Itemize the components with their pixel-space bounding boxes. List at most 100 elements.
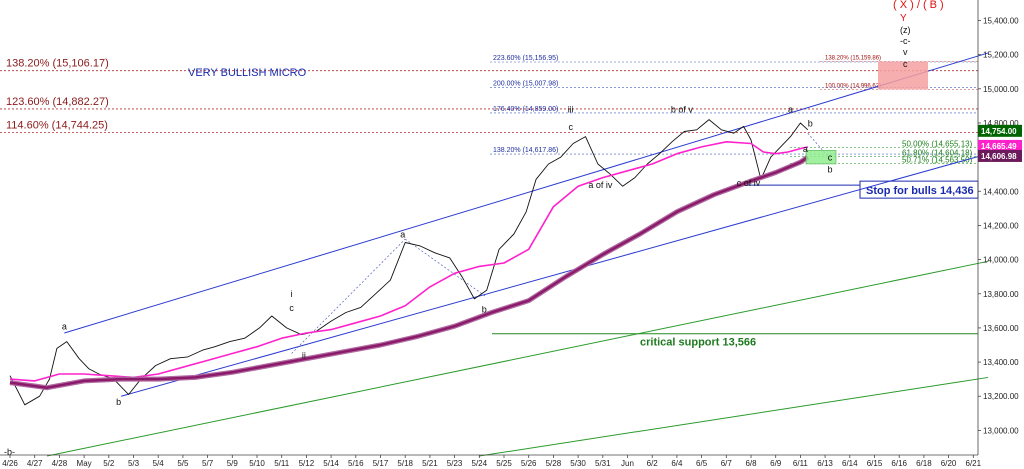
- channel-lower-line: [121, 153, 989, 397]
- x-tick-label: 6/9: [770, 459, 782, 468]
- x-tick-label: 5/3: [128, 459, 140, 468]
- wave-label: b of v: [671, 105, 694, 115]
- wave-label: a: [62, 322, 67, 332]
- green-fib-label: 50.71% (14,563.50): [902, 155, 973, 164]
- y-tick-label: 15,200.00: [983, 51, 1019, 60]
- x-tick-label: 5/5: [177, 459, 189, 468]
- green-trend-line: [46, 260, 989, 457]
- wave-label: a of iv: [588, 180, 613, 190]
- b-minus-label: -b-: [4, 447, 15, 457]
- x-tick-label: 4/28: [52, 459, 68, 468]
- x-tick-label: 6/20: [941, 459, 957, 468]
- wave-label: c: [568, 122, 573, 132]
- blue-fib-label: 200.00% (15,007.98): [493, 80, 558, 87]
- x-tick-label: 6/18: [916, 459, 932, 468]
- wave-labels: VERY BULLISH MICRO( X ) / ( B )Y(z)-c-vc…: [4, 0, 944, 457]
- x-tick-label: 5/16: [348, 459, 364, 468]
- ma-long-line: [9, 156, 809, 389]
- green-fib-label: 61.80% (14,604.18): [902, 148, 973, 157]
- x-tick-label: 6/15: [867, 459, 883, 468]
- y-tick-label: 15,000.00: [983, 85, 1019, 94]
- x-tick-label: 6/16: [891, 459, 907, 468]
- wave-label: a: [400, 229, 405, 239]
- channel-upper-line: [64, 52, 989, 334]
- x-tick-label: 6/2: [647, 459, 659, 468]
- x-tick-label: 5/28: [546, 459, 562, 468]
- x-tick-label: May: [77, 459, 92, 468]
- y-tick-label: 13,200.00: [983, 392, 1019, 401]
- red-target-zone: [878, 61, 928, 90]
- x-tick-label: 6/13: [817, 459, 833, 468]
- x-tick-label: 5/24: [472, 459, 488, 468]
- price-tag-box: [978, 124, 1022, 137]
- x-tick-label: 5/26: [521, 459, 537, 468]
- x-tick-label: 5/11: [274, 459, 290, 468]
- wave-label: b: [116, 397, 121, 407]
- target-zones: [805, 61, 928, 165]
- x-tick-label: 5/10: [249, 459, 265, 468]
- x-tick-label: 5/31: [595, 459, 611, 468]
- x-tick-label: 4/27: [27, 459, 43, 468]
- x-tick-label: 5/12: [299, 459, 315, 468]
- x-tick-label: 5/30: [570, 459, 586, 468]
- y-tick-label: 13,000.00: [983, 426, 1019, 435]
- wave-label: i: [291, 289, 293, 299]
- y-tick-label: 14,400.00: [983, 187, 1019, 196]
- wave-label: c: [289, 303, 294, 313]
- x-tick-label: 6/21: [966, 459, 982, 468]
- x-tick-label: 5/23: [447, 459, 463, 468]
- wave-label: b: [482, 305, 487, 315]
- blue-fib-label: 223.60% (15,156.95): [493, 55, 558, 62]
- red-fib-label: 138.20% (15,159.86): [825, 56, 881, 62]
- price-tag-label: 14,754.00: [981, 127, 1017, 136]
- ma-short-line: [9, 141, 808, 382]
- x-tick-label: 5/17: [373, 459, 389, 468]
- green-trend-line-2: [479, 376, 989, 457]
- v-label: v: [903, 47, 908, 57]
- blue-fib-label: 176.40% (14,859.00): [493, 106, 558, 113]
- x-tick-label: 5/25: [496, 459, 512, 468]
- critical-support-label: critical support 13,566: [640, 337, 756, 349]
- stop-label: Stop for bulls 14,436: [866, 185, 974, 197]
- green-fib-label: 50.00% (14,655.13): [902, 140, 973, 149]
- wave-label: c of iv: [737, 178, 761, 188]
- wave-label: a: [803, 144, 808, 154]
- ma-long-outline: [9, 155, 810, 391]
- y-tick-label: 13,800.00: [983, 290, 1019, 299]
- red-level-label: 138.20% (15,106.17): [6, 58, 109, 70]
- wave-connector: [404, 238, 487, 298]
- x-tick-label: 5/7: [202, 459, 214, 468]
- x-tick-label: 5/14: [323, 459, 339, 468]
- wave-label: a: [788, 105, 793, 115]
- x-tick-label: 6/8: [745, 459, 757, 468]
- c-bracket-label: -c-: [900, 36, 911, 46]
- x-tick-label: 6/7: [721, 459, 733, 468]
- x-tick-label: 5/4: [153, 459, 165, 468]
- x-tick-label: 6/5: [696, 459, 708, 468]
- xb-label: ( X ) / ( B ): [893, 0, 944, 11]
- x-tick-label: 6/11: [793, 459, 809, 468]
- blue-fib-label: 138.20% (14,617.86): [493, 147, 558, 154]
- y-tick-label: 14,000.00: [983, 256, 1019, 265]
- price-tag-label: 14,606.98: [981, 152, 1017, 161]
- green-target-zone: [805, 149, 837, 165]
- red-level-label: 123.60% (14,882.27): [6, 96, 109, 108]
- price-tag-box: [978, 149, 1022, 162]
- z-label: (z): [900, 25, 911, 35]
- wave-label: ii: [302, 351, 306, 361]
- x-tick-label: 5/18: [397, 459, 413, 468]
- x-tick-label: 5/21: [422, 459, 438, 468]
- x-tick-label: Jun: [621, 459, 634, 468]
- red-level-label: 114.60% (14,744.25): [6, 119, 108, 131]
- c-label: c: [903, 59, 908, 69]
- x-tick-label: 6/4: [671, 459, 683, 468]
- x-tick-label: 4/26: [2, 459, 18, 468]
- wave-label: c: [828, 153, 833, 163]
- bullish-label: VERY BULLISH MICRO: [188, 67, 307, 79]
- price-tag-box: [978, 139, 1022, 152]
- price-tag-label: 14,665.49: [981, 142, 1017, 151]
- wave-label: iii: [568, 105, 574, 115]
